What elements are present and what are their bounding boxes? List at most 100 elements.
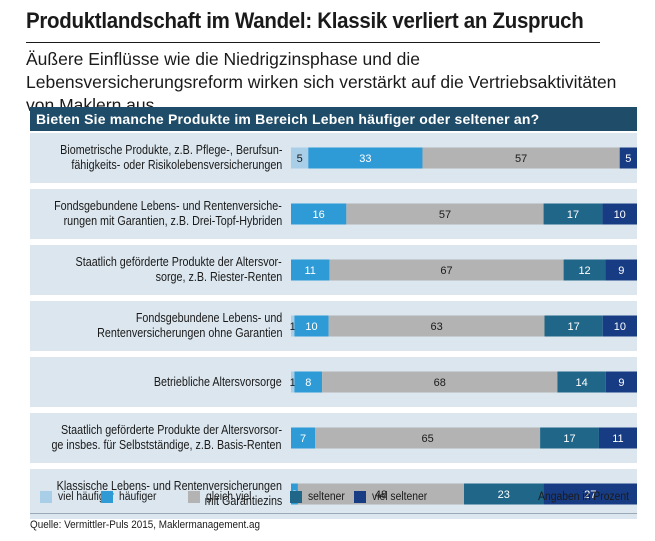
bar-segment [291, 147, 309, 169]
category-label-line: mit Garantiezins [204, 494, 282, 508]
bar-segment [563, 259, 606, 281]
bar-segment [291, 203, 347, 225]
bar-value-label: 27 [584, 489, 596, 501]
bar-value-label: 33 [359, 153, 371, 165]
legend-item: gleich viel [188, 489, 257, 505]
bar-value-label: 17 [567, 321, 579, 333]
category-label: Klassische Lebens- und Rentenversicherun… [34, 469, 282, 519]
bar-segment [322, 371, 558, 393]
category-label: Biometrische Produkte, z.B. Pflege-, Ber… [34, 133, 282, 183]
bar-segment [328, 315, 545, 337]
category-label-line: ge insbes. für Selbstständige, z.B. Basi… [51, 438, 282, 452]
bar-segment [294, 371, 323, 393]
bar-value-label: 10 [614, 209, 626, 221]
legend-item: seltener [290, 489, 349, 505]
category-label: Fondsgebundene Lebens- und Rentenversiche… [34, 301, 282, 351]
bar-value-label: 17 [563, 433, 575, 445]
bar-segment [605, 371, 637, 393]
legend-item: viel seltener [354, 489, 433, 505]
bar-value-label: 16 [313, 209, 325, 221]
bottom-divider [30, 513, 637, 514]
bar-segment [297, 483, 464, 505]
bar-segment [605, 259, 637, 281]
legend-swatch [40, 491, 52, 503]
category-label: Staatlich geförderte Produkte der Alters… [34, 245, 282, 295]
bar-value-label: 11 [305, 265, 316, 277]
bar-value-label: 57 [515, 153, 527, 165]
bar-value-label: 1 [290, 377, 296, 389]
chart-title: Produktlandschaft im Wandel: Klassik ver… [26, 8, 584, 33]
bar-segment [329, 259, 564, 281]
category-label-line: Staatlich geförderte Produkte der Alters… [60, 423, 282, 437]
bar-value-label: 48 [375, 489, 387, 501]
bar-value-label: 7 [300, 433, 306, 445]
bar-value-label: 68 [434, 377, 446, 389]
title-divider [26, 42, 600, 43]
category-label-line: Staatlich geförderte Produkte der Alters… [75, 255, 282, 269]
bar-value-label: 5 [297, 153, 303, 165]
bar-segment [557, 371, 606, 393]
bar-segment [422, 147, 620, 169]
category-label-line: Rentenversicherungen ohne Garantien [96, 326, 282, 340]
bar-segment [464, 483, 544, 505]
legend-label: seltener [308, 491, 345, 503]
chart-question-header: Bieten Sie manche Produkte im Bereich Le… [30, 107, 637, 131]
bar-value-label: 14 [576, 377, 588, 389]
category-label-line: Fondsgebundene Lebens- und [135, 311, 282, 325]
bar-segment [315, 427, 541, 449]
bar-value-label: 1 [290, 321, 296, 333]
source-note: Quelle: Vermittler-Puls 2015, Maklermana… [30, 519, 261, 531]
category-label-line: Fondsgebundene Lebens- und Rentenversich… [54, 199, 282, 213]
bar-segment [544, 315, 603, 337]
unit-note: Angaben in Prozent [538, 491, 629, 503]
category-label-line: sorge, z.B. Riester-Renten [155, 270, 282, 284]
bar-value-label: 10 [305, 321, 317, 333]
bar-segment [602, 315, 637, 337]
category-label-line: Klassische Lebens- und Rentenversicherun… [56, 479, 282, 493]
legend-swatch [354, 491, 366, 503]
bar-value-label: 67 [440, 265, 452, 277]
bar-segment [291, 259, 330, 281]
category-label-line: rungen mit Garantien, z.B. Drei-Topf-Hyb… [63, 214, 282, 228]
bar-value-label: 12 [578, 265, 590, 277]
bar-segment [291, 315, 295, 337]
legend-label: viel häufiger [58, 491, 114, 503]
bar-value-label: 63 [430, 321, 442, 333]
legend-swatch [101, 491, 113, 503]
bar-segment [294, 315, 329, 337]
legend-label: viel seltener [372, 491, 428, 503]
bar-value-label: 9 [618, 377, 624, 389]
category-label: Staatlich geförderte Produkte der Alters… [34, 413, 282, 463]
bar-segment [291, 427, 316, 449]
bar-value-label: 65 [422, 433, 434, 445]
bar-segment [543, 203, 603, 225]
category-label: Fondsgebundene Lebens- und Rentenversich… [34, 189, 282, 239]
bar-value-label: 11 [612, 433, 623, 445]
bar-segment [540, 427, 599, 449]
category-label-line: fähigkeits- oder Risikolebensversicherun… [71, 158, 282, 172]
bar-segment [602, 203, 637, 225]
legend-label: häufiger [119, 491, 157, 503]
bar-value-label: 10 [614, 321, 626, 333]
bar-segment [543, 483, 637, 505]
legend-swatch [188, 491, 200, 503]
bar-value-label: 9 [618, 265, 624, 277]
category-label: Betriebliche Altersvorsorge [34, 357, 282, 407]
bar-value-label: 23 [498, 489, 510, 501]
category-label-line: Betriebliche Altersvorsorge [154, 374, 282, 389]
bar-value-label: 57 [439, 209, 451, 221]
legend-item: viel häufiger [40, 489, 120, 505]
bar-value-label: 5 [625, 153, 631, 165]
bar-segment [346, 203, 544, 225]
bar-segment [619, 147, 637, 169]
bar-value-label: 8 [305, 377, 311, 389]
bar-segment [291, 371, 295, 393]
category-label-line: Biometrische Produkte, z.B. Pflege-, Ber… [59, 143, 282, 157]
bar-segment [598, 427, 637, 449]
bar-value-label: 17 [567, 209, 579, 221]
chart-subtitle: Äußere Einflüsse wie die Niedrigzinsphas… [26, 49, 617, 115]
legend-swatch [290, 491, 302, 503]
legend-label: gleich viel [206, 491, 252, 503]
bar-segment [308, 147, 423, 169]
